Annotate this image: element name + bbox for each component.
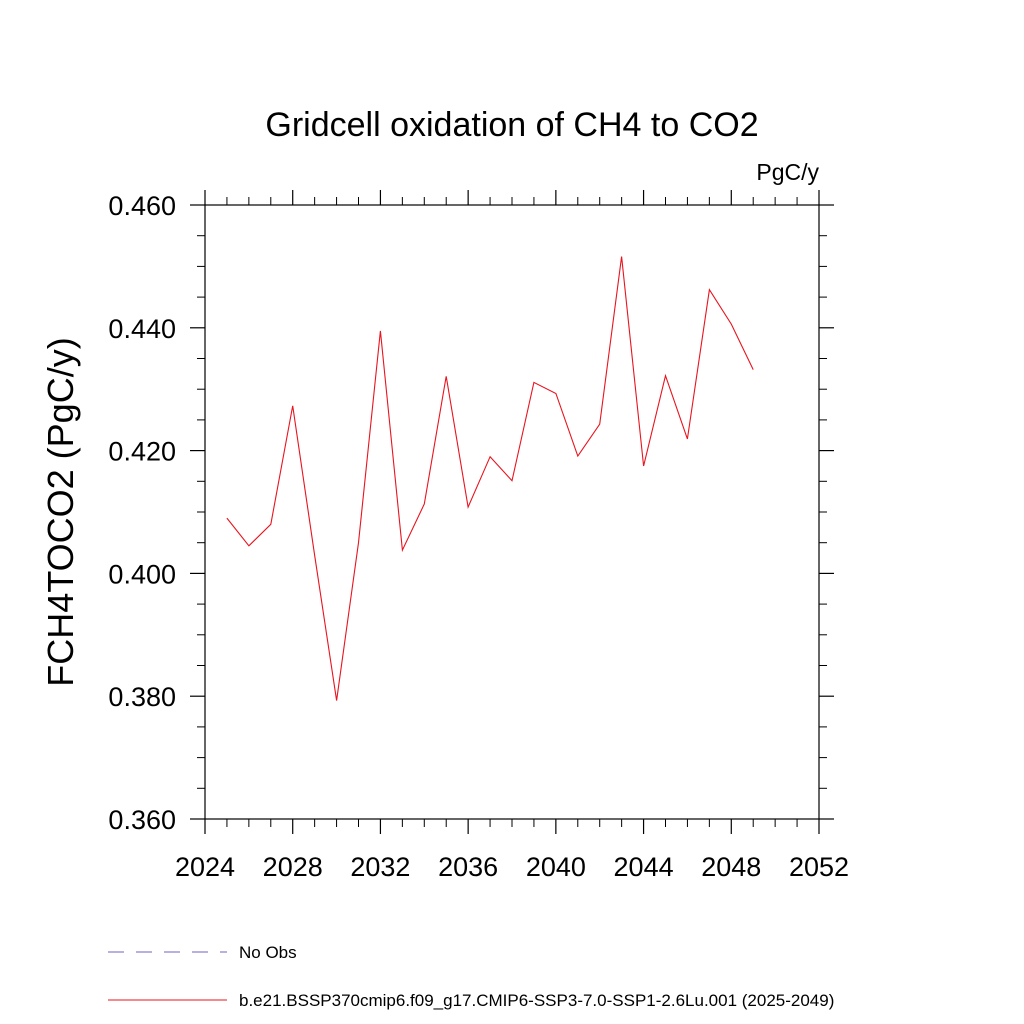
x-axis: 2024 2028 2032 2036 2040 2044 2048 2052 — [175, 190, 849, 882]
x-tick-label: 2044 — [614, 852, 674, 882]
y-tick-label: 0.400 — [108, 559, 176, 589]
y-axis: 0.360 0.380 0.400 0.420 0.440 0.460 — [108, 191, 834, 835]
x-tick-label: 2028 — [263, 852, 323, 882]
plot-frame — [204, 204, 820, 820]
x-tick-label: 2032 — [350, 852, 410, 882]
y-tick-label: 0.440 — [108, 314, 176, 344]
legend-label: No Obs — [239, 943, 297, 962]
y-tick-label: 0.380 — [108, 682, 176, 712]
x-tick-label: 2036 — [438, 852, 498, 882]
y-axis-label: FCH4TOCO2 (PgC/y) — [40, 337, 81, 686]
series-layer — [226, 256, 754, 701]
x-tick-label: 2024 — [175, 852, 235, 882]
legend-label: b.e21.BSSP370cmip6.f09_g17.CMIP6-SSP3-7.… — [239, 991, 834, 1010]
x-tick-label: 2040 — [526, 852, 586, 882]
chart-title: Gridcell oxidation of CH4 to CO2 — [265, 106, 758, 144]
y-tick-label: 0.420 — [108, 437, 176, 467]
y-tick-label: 0.460 — [108, 191, 176, 221]
x-tick-label: 2052 — [789, 852, 849, 882]
series-line — [226, 256, 754, 701]
legend: No Obs b.e21.BSSP370cmip6.f09_g17.CMIP6-S… — [108, 943, 834, 1010]
x-tick-label: 2048 — [701, 852, 761, 882]
y-tick-label: 0.360 — [108, 805, 176, 835]
units-label: PgC/y — [756, 159, 819, 185]
